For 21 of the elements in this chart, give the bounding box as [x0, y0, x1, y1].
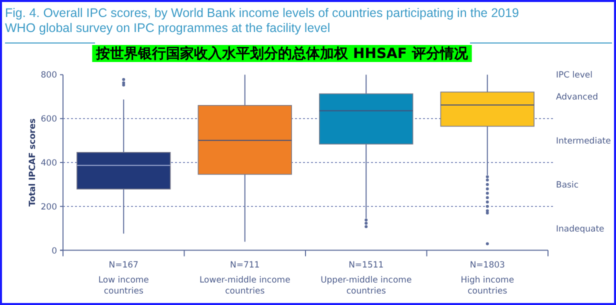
text: Inadequate	[556, 224, 604, 234]
y-axis-title: Total IPCAF scores	[28, 118, 38, 207]
legend-title: IPC level	[556, 70, 592, 81]
text: Advanced	[556, 92, 598, 103]
y-tick-label: 200	[40, 202, 57, 212]
text: Basic	[556, 180, 579, 190]
y-tick-label: 0	[52, 246, 57, 256]
text: N=167	[108, 260, 138, 270]
x-tick-label: Low income countries	[98, 275, 149, 296]
chart-title: Fig. 4. Overall IPC scores, by World Bank income levels of countries participating in the 2019 WHO global survey on IPC programmes at the facility level	[5, 6, 519, 35]
text: N=711	[230, 260, 260, 270]
text: N=1803	[470, 260, 505, 270]
x-tick-label: Lower-middle income countries	[199, 275, 290, 296]
x-tick-label: High income countries	[460, 275, 514, 296]
y-tick-label: 400	[40, 158, 57, 168]
y-tick-label: 800	[40, 70, 57, 81]
text: N=1511	[348, 260, 384, 270]
x-tick-label: Upper-middle income countries	[320, 275, 412, 296]
text: Intermediate	[556, 136, 611, 147]
chart-subtitle: 按世界银行国家收入水平划分的总体加权 HHSAF 评分情况	[95, 45, 469, 62]
y-tick-label: 600	[40, 114, 57, 125]
